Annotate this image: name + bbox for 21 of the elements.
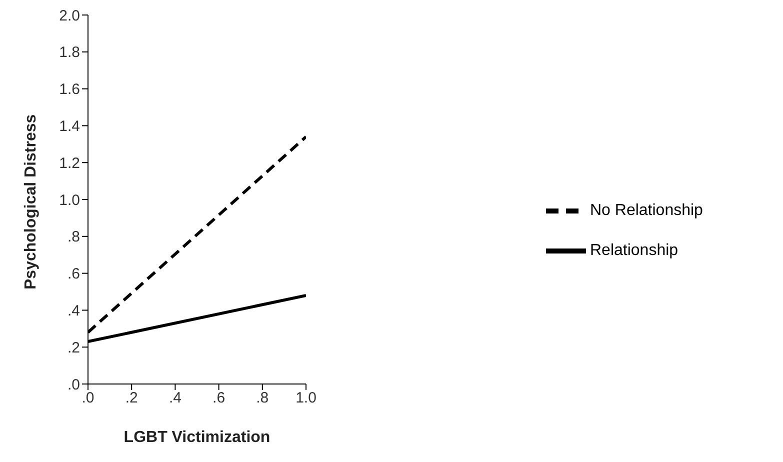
x-tick-label: 1.0	[296, 390, 316, 407]
legend-label: Relationship	[590, 242, 678, 260]
y-tick-label: 1.8	[59, 44, 80, 62]
x-tick-label: .6	[212, 390, 226, 407]
y-tick-label: 1.0	[59, 192, 80, 209]
y-tick-label: 1.6	[59, 81, 80, 98]
y-tick-label: .2	[67, 339, 80, 356]
x-tick-label: .8	[256, 390, 269, 407]
y-axis-title: Psychological Distress	[22, 114, 40, 290]
y-tick-label: .0	[67, 376, 80, 394]
x-axis-title: LGBT Victimization	[124, 429, 270, 446]
x-tick-label: .0	[82, 390, 94, 407]
x-tick-label: .2	[125, 390, 138, 407]
y-tick-label: 1.2	[59, 154, 80, 172]
x-tick-label: .4	[168, 390, 182, 407]
y-tick-label: .8	[67, 228, 80, 246]
y-tick-label: .6	[67, 266, 80, 283]
y-tick-label: 2.0	[59, 7, 80, 24]
legend-label: No Relationship	[590, 202, 703, 220]
y-tick-label: .4	[67, 302, 80, 320]
y-tick-label: 1.4	[59, 118, 80, 136]
